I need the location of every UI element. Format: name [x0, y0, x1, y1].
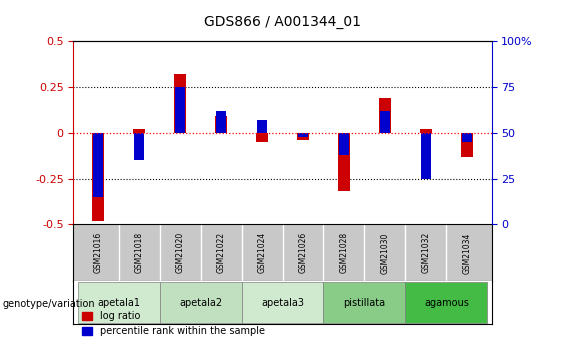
Legend: log ratio, percentile rank within the sample: log ratio, percentile rank within the sa…: [79, 307, 268, 340]
Bar: [257, 120, 267, 133]
Bar: [92, 133, 104, 220]
Text: GSM21022: GSM21022: [216, 232, 225, 274]
Text: GSM21030: GSM21030: [380, 232, 389, 274]
Text: GSM21024: GSM21024: [258, 232, 267, 274]
Bar: [174, 74, 186, 133]
Bar: [93, 133, 103, 197]
Bar: [380, 111, 390, 133]
Bar: [133, 129, 145, 133]
Text: apetala1: apetala1: [97, 298, 140, 308]
Text: GSM21032: GSM21032: [421, 232, 431, 274]
Bar: [421, 133, 431, 179]
Text: GSM21028: GSM21028: [340, 232, 349, 274]
Bar: [324, 282, 406, 324]
Bar: [241, 282, 324, 324]
Bar: [215, 116, 227, 133]
Text: GSM21018: GSM21018: [134, 232, 144, 274]
Bar: [159, 282, 241, 324]
Bar: [216, 111, 226, 133]
Text: GSM21034: GSM21034: [463, 232, 471, 274]
Bar: [257, 133, 268, 142]
Bar: [175, 87, 185, 133]
Bar: [461, 133, 473, 157]
Bar: [134, 133, 144, 160]
Bar: [379, 98, 391, 133]
Text: GSM21026: GSM21026: [298, 232, 307, 274]
Text: pistillata: pistillata: [344, 298, 385, 308]
Bar: [77, 282, 159, 324]
Bar: [462, 133, 472, 142]
Bar: [339, 133, 349, 155]
Text: agamous: agamous: [424, 298, 469, 308]
Text: GSM21020: GSM21020: [176, 232, 185, 274]
Bar: [406, 282, 488, 324]
Bar: [297, 133, 308, 140]
Text: GDS866 / A001344_01: GDS866 / A001344_01: [204, 16, 361, 29]
Text: GSM21016: GSM21016: [94, 232, 102, 274]
Bar: [420, 129, 432, 133]
Text: apetala3: apetala3: [261, 298, 304, 308]
Text: genotype/variation: genotype/variation: [3, 299, 95, 309]
Text: apetala2: apetala2: [179, 298, 222, 308]
Bar: [298, 133, 308, 137]
Bar: [338, 133, 350, 191]
